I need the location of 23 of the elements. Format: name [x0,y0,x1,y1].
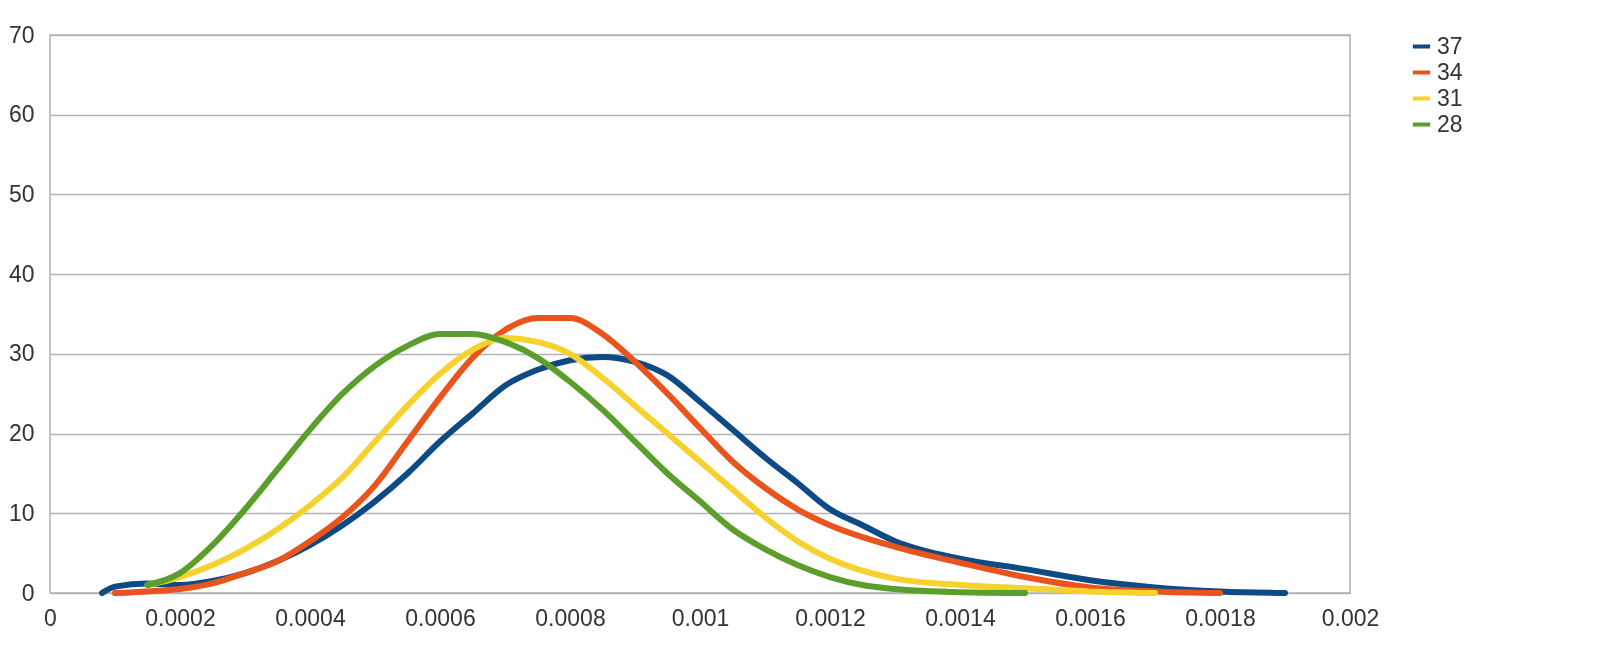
x-tick-label: 0.0018 [1185,604,1256,631]
x-tick-label: 0.0008 [535,604,606,631]
x-tick-label: 0.0012 [795,604,866,631]
y-tick-label: 70 [8,21,35,48]
legend-label: 31 [1437,84,1463,111]
y-tick-label: 40 [8,260,35,287]
y-tick-label: 20 [8,420,35,447]
legend-label: 34 [1437,58,1463,85]
y-tick-label: 10 [8,499,35,526]
y-tick-label: 30 [8,340,35,367]
legend-label: 28 [1437,110,1463,137]
x-tick-label: 0 [44,604,57,631]
y-tick-label: 0 [21,579,35,606]
x-tick-label: 0.0006 [405,604,476,631]
y-tick-label: 50 [8,180,35,207]
x-tick-label: 0.002 [1321,604,1380,631]
x-tick-label: 0.0002 [145,604,216,631]
y-tick-label: 60 [8,101,35,128]
x-tick-label: 0.0014 [925,604,996,631]
x-tick-label: 0.0016 [1055,604,1126,631]
x-tick-label: 0.0004 [275,604,346,631]
x-tick-label: 0.001 [671,604,730,631]
legend-label: 37 [1437,32,1463,59]
